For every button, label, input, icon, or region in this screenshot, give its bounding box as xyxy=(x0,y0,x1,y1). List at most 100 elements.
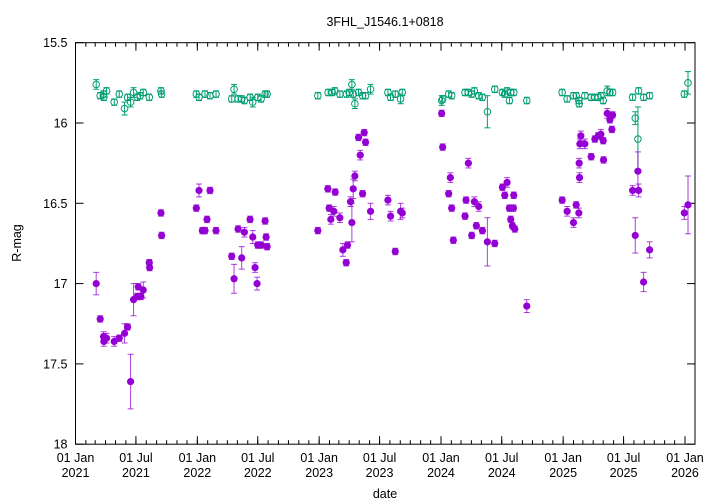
data-point xyxy=(491,239,499,248)
data-point xyxy=(576,140,584,148)
data-point xyxy=(324,185,332,193)
data-point xyxy=(448,204,456,212)
y-tick-label: 16 xyxy=(54,117,68,131)
x-tick-label: 2023 xyxy=(305,466,333,480)
x-tick-label: 01 Jan xyxy=(57,451,95,465)
y-tick-label: 18 xyxy=(54,438,68,452)
data-point xyxy=(447,91,456,100)
data-point xyxy=(253,280,261,288)
data-point xyxy=(684,201,692,209)
data-point xyxy=(157,90,166,98)
x-tick-label: 01 Jan xyxy=(544,451,582,465)
data-point xyxy=(348,80,356,89)
data-point xyxy=(599,156,608,164)
data-point xyxy=(631,114,640,122)
data-point xyxy=(129,88,138,97)
y-axis-label: R-mag xyxy=(10,224,24,262)
x-tick-label: 2026 xyxy=(671,466,699,480)
series-open-circles xyxy=(92,71,692,172)
data-point xyxy=(645,91,654,100)
data-point xyxy=(501,191,509,199)
data-point xyxy=(575,99,583,108)
data-point xyxy=(102,334,111,342)
data-point xyxy=(631,231,639,240)
data-point xyxy=(470,87,479,95)
data-point xyxy=(195,186,203,195)
x-tick-label: 2022 xyxy=(244,466,272,480)
data-point xyxy=(386,212,395,220)
data-point xyxy=(92,80,100,89)
data-point xyxy=(470,198,478,206)
data-point xyxy=(354,133,363,142)
data-point xyxy=(509,204,518,212)
data-point xyxy=(439,143,447,151)
data-point xyxy=(483,107,492,116)
x-tick-label: 2021 xyxy=(62,466,90,480)
data-point xyxy=(558,88,566,97)
data-point xyxy=(461,212,469,220)
data-point xyxy=(599,96,608,105)
data-point xyxy=(201,227,209,235)
data-point xyxy=(628,93,637,102)
data-point xyxy=(563,207,571,215)
data-point xyxy=(464,159,472,167)
data-point xyxy=(498,88,507,97)
data-point xyxy=(145,93,154,102)
data-point xyxy=(510,191,518,199)
data-point xyxy=(509,88,518,97)
data-point xyxy=(126,377,135,386)
data-point xyxy=(445,190,453,198)
data-point xyxy=(212,227,220,235)
data-point xyxy=(358,190,367,198)
data-point xyxy=(327,215,335,223)
data-point xyxy=(391,247,399,256)
y-tick-label: 17.5 xyxy=(43,357,67,371)
data-point xyxy=(639,278,648,286)
data-point xyxy=(587,153,595,161)
data-point xyxy=(261,217,269,225)
data-point xyxy=(349,185,357,193)
data-point xyxy=(230,85,238,94)
x-tick-label: 01 Jul xyxy=(363,451,396,465)
data-point xyxy=(608,88,617,97)
data-point xyxy=(346,198,355,206)
x-axis-label: date xyxy=(373,487,397,501)
data-point xyxy=(634,167,642,175)
data-point xyxy=(581,140,589,148)
data-point xyxy=(490,85,499,94)
data-point xyxy=(684,79,692,87)
data-point xyxy=(342,259,350,267)
x-tick-label: 2025 xyxy=(610,466,638,480)
data-point xyxy=(343,241,352,249)
data-point xyxy=(206,186,214,195)
data-point xyxy=(158,231,166,240)
data-point xyxy=(597,91,605,100)
plot-frame xyxy=(75,42,696,445)
data-point xyxy=(558,196,566,204)
data-point xyxy=(228,252,236,260)
data-point xyxy=(608,111,617,119)
y-tick-label: 16.5 xyxy=(43,197,67,211)
x-tick-label: 01 Jan xyxy=(300,451,338,465)
data-point xyxy=(437,96,446,105)
data-point xyxy=(478,93,487,102)
data-point xyxy=(472,222,480,230)
data-point xyxy=(572,201,580,209)
x-tick-label: 01 Jan xyxy=(179,451,217,465)
series-filled-circles xyxy=(92,108,692,410)
data-point xyxy=(257,241,265,249)
data-point xyxy=(366,207,375,215)
data-point xyxy=(360,129,368,137)
data-point xyxy=(438,109,446,117)
data-point xyxy=(314,91,322,100)
data-point xyxy=(577,132,585,140)
data-point xyxy=(240,228,248,236)
data-point xyxy=(398,88,407,97)
data-point xyxy=(398,209,406,217)
data-point xyxy=(230,275,238,283)
data-point xyxy=(478,227,486,235)
y-tick-label: 17 xyxy=(54,277,68,291)
data-point xyxy=(446,174,454,182)
chart-title: 3FHL_J1546.1+0818 xyxy=(326,15,443,29)
